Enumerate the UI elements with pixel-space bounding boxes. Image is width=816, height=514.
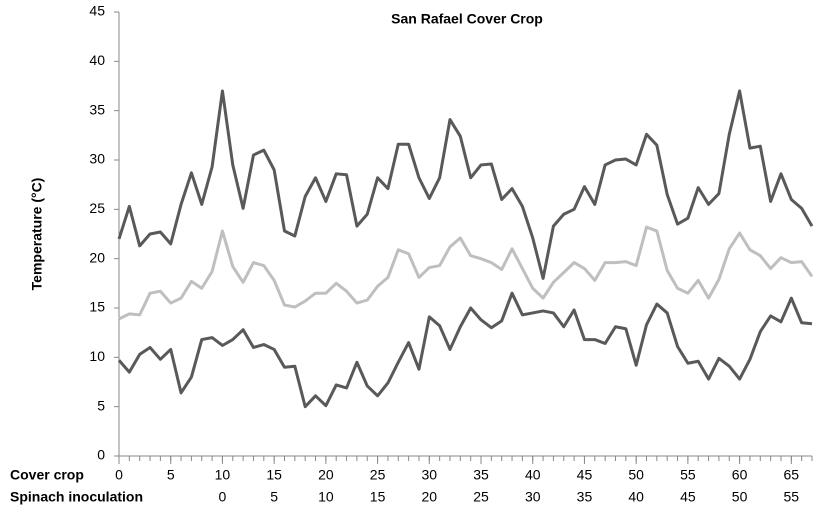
y-tick-label: 30 — [89, 151, 105, 167]
x2-tick-label: 45 — [680, 489, 696, 505]
x-tick-label: 65 — [784, 467, 800, 483]
x-axis-label: Cover crop — [10, 467, 84, 483]
x-tick-label: 35 — [473, 467, 489, 483]
y-tick-label: 5 — [97, 397, 105, 413]
x-tick-label: 25 — [370, 467, 386, 483]
x-tick-label: 10 — [215, 467, 231, 483]
x-tick-label: 45 — [577, 467, 593, 483]
series-line — [117, 89, 814, 280]
y-tick-label: 45 — [89, 3, 105, 19]
x-tick-label: 40 — [525, 467, 541, 483]
y-tick-label: 10 — [89, 348, 105, 364]
x2-axis-label: Spinach inoculation — [10, 489, 143, 505]
chart-title: San Rafael Cover Crop — [391, 11, 543, 27]
x-tick-label: 55 — [680, 467, 696, 483]
x-tick-label: 5 — [167, 467, 175, 483]
y-axis-label: Temperature (°C) — [29, 178, 45, 291]
x-tick-label: 0 — [115, 467, 123, 483]
y-tick-label: 20 — [89, 249, 105, 265]
x-tick-label: 50 — [628, 467, 644, 483]
x2-tick-label: 35 — [577, 489, 593, 505]
x2-tick-label: 40 — [628, 489, 644, 505]
x2-tick-label: 30 — [525, 489, 541, 505]
x2-tick-label: 15 — [370, 489, 386, 505]
x2-tick-label: 5 — [270, 489, 278, 505]
series-line — [118, 225, 814, 321]
x2-tick-label: 50 — [732, 489, 748, 505]
y-tick-label: 15 — [89, 299, 105, 315]
y-tick-label: 35 — [89, 101, 105, 117]
x-tick-label: 20 — [318, 467, 334, 483]
y-tick-label: 25 — [89, 200, 105, 216]
x2-tick-label: 20 — [422, 489, 438, 505]
x2-tick-label: 25 — [473, 489, 489, 505]
x-tick-label: 30 — [422, 467, 438, 483]
y-tick-label: 0 — [97, 447, 105, 463]
x2-tick-label: 55 — [784, 489, 800, 505]
x-tick-label: 15 — [266, 467, 282, 483]
x2-tick-label: 0 — [219, 489, 227, 505]
x2-tick-label: 10 — [318, 489, 334, 505]
series-line — [117, 291, 813, 409]
x-tick-label: 60 — [732, 467, 748, 483]
y-tick-label: 40 — [89, 52, 105, 68]
